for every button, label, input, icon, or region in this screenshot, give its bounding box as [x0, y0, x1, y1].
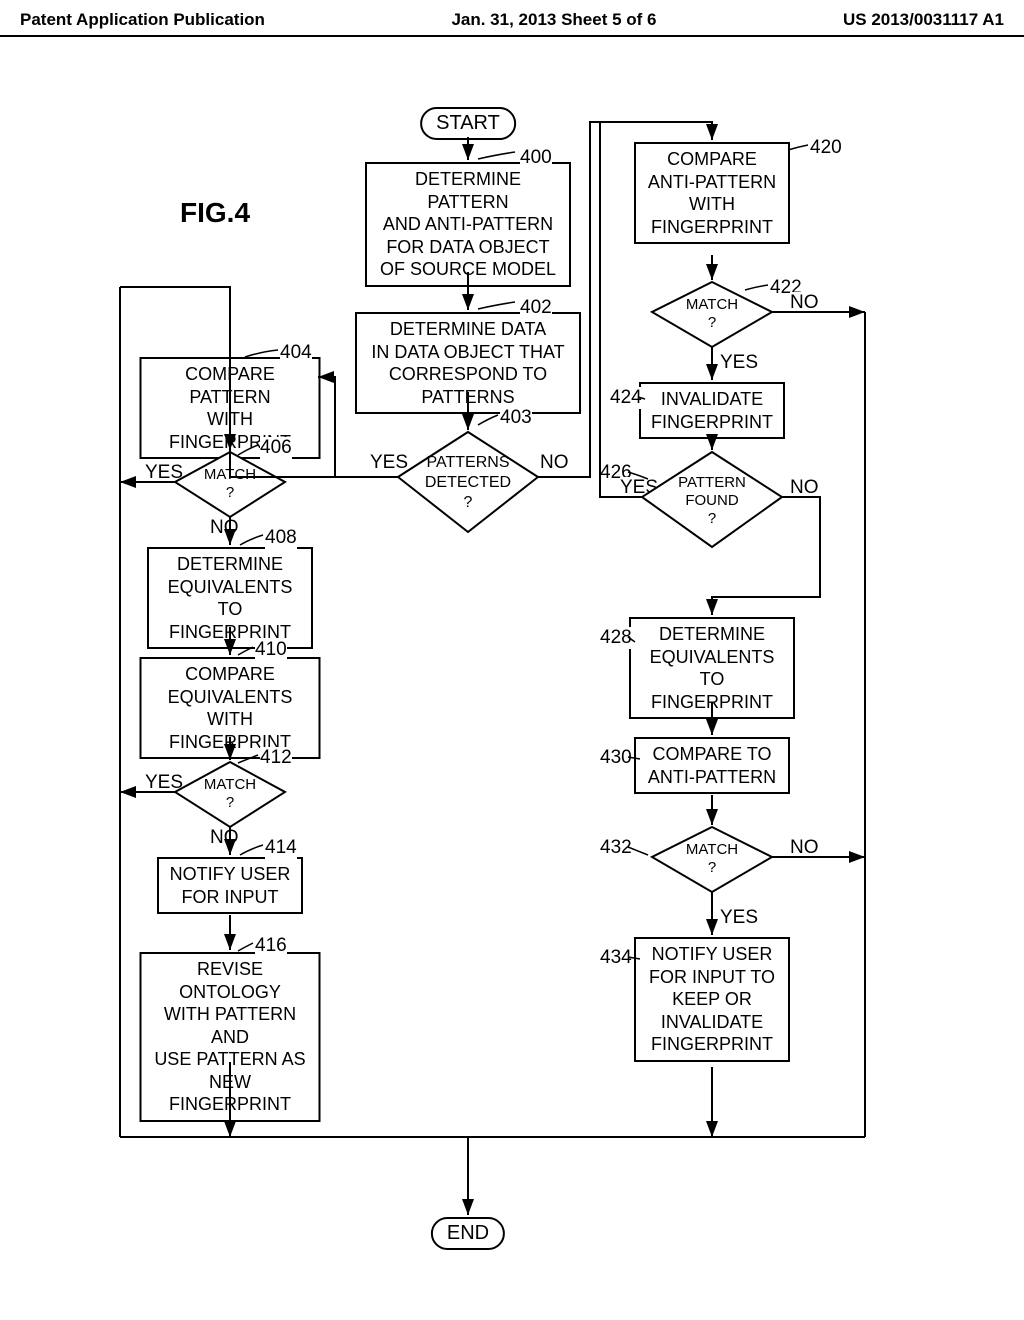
ref-424: 424	[610, 387, 642, 409]
svg-text:?: ?	[708, 314, 716, 331]
branch-406-no: NO	[210, 517, 239, 539]
svg-text:?: ?	[226, 484, 234, 501]
page-header: Patent Application Publication Jan. 31, …	[0, 0, 1024, 37]
header-right: US 2013/0031117 A1	[843, 10, 1004, 30]
svg-text:FOUND: FOUND	[685, 492, 738, 509]
ref-430: 430	[600, 747, 632, 769]
box-400: DETERMINE PATTERNAND ANTI-PATTERNFOR DAT…	[365, 162, 571, 287]
box-424: INVALIDATEFINGERPRINT	[639, 382, 785, 439]
box-414: NOTIFY USERFOR INPUT	[157, 857, 303, 914]
branch-406-yes: YES	[145, 462, 183, 484]
box-402: DETERMINE DATAIN DATA OBJECT THATCORRESP…	[355, 312, 581, 414]
ref-412: 412	[260, 747, 292, 769]
diagram-canvas: FIG.4 START END DETERMINE PATTERNAND ANT…	[0, 37, 1024, 1277]
box-404: COMPARE PATTERNWITH FINGERPRINT	[140, 357, 321, 459]
svg-text:DETECTED: DETECTED	[425, 474, 511, 491]
branch-403-no: NO	[540, 452, 569, 474]
terminal-start: START	[420, 107, 516, 140]
ref-420: 420	[810, 137, 842, 159]
svg-text:MATCH: MATCH	[204, 776, 256, 793]
svg-text:MATCH: MATCH	[686, 296, 738, 313]
ref-434: 434	[600, 947, 632, 969]
box-428: DETERMINEEQUIVALENTSTO FINGERPRINT	[629, 617, 795, 719]
box-408-text: DETERMINEEQUIVALENTSTO FINGERPRINT	[168, 554, 293, 642]
svg-text:MATCH: MATCH	[204, 466, 256, 483]
box-434: NOTIFY USERFOR INPUT TOKEEP ORINVALIDATE…	[634, 937, 790, 1062]
ref-432: 432	[600, 837, 632, 859]
box-414-text: NOTIFY USERFOR INPUT	[170, 864, 291, 907]
diamond-426: PATTERN FOUND ?	[642, 452, 782, 547]
diamond-403: PATTERNS DETECTED ?	[398, 432, 538, 532]
diamond-412: MATCH ?	[175, 762, 285, 827]
header-left: Patent Application Publication	[20, 10, 265, 30]
terminal-end: END	[431, 1217, 505, 1250]
box-434-text: NOTIFY USERFOR INPUT TOKEEP ORINVALIDATE…	[649, 944, 775, 1054]
ref-428: 428	[600, 627, 632, 649]
branch-432-no: NO	[790, 837, 819, 859]
diamond-406: MATCH ?	[175, 452, 285, 517]
branch-403-yes: YES	[370, 452, 408, 474]
ref-410: 410	[255, 639, 287, 661]
svg-text:?: ?	[708, 859, 716, 876]
branch-426-no: NO	[790, 477, 819, 499]
box-430-text: COMPARE TOANTI-PATTERN	[648, 744, 776, 787]
ref-404: 404	[280, 342, 312, 364]
svg-text:PATTERN: PATTERN	[678, 474, 746, 491]
box-420-text: COMPAREANTI-PATTERNWITHFINGERPRINT	[648, 149, 776, 237]
branch-426-yes: YES	[620, 477, 658, 499]
box-416-text: REVISE ONTOLOGYWITH PATTERN ANDUSE PATTE…	[154, 959, 305, 1114]
box-410: COMPAREEQUIVALENTSWITH FINGERPRINT	[140, 657, 321, 759]
ref-406: 406	[260, 437, 292, 459]
diamond-432: MATCH ?	[652, 827, 772, 892]
box-410-text: COMPAREEQUIVALENTSWITH FINGERPRINT	[168, 664, 293, 752]
branch-412-no: NO	[210, 827, 239, 849]
svg-text:?: ?	[708, 510, 716, 527]
branch-422-no: NO	[790, 292, 819, 314]
ref-402: 402	[520, 297, 552, 319]
box-402-text: DETERMINE DATAIN DATA OBJECT THATCORRESP…	[371, 319, 564, 407]
branch-422-yes: YES	[720, 352, 758, 374]
ref-403: 403	[500, 407, 532, 429]
box-424-text: INVALIDATEFINGERPRINT	[651, 389, 773, 432]
ref-400: 400	[520, 147, 552, 169]
svg-text:?: ?	[226, 794, 234, 811]
diamond-422: MATCH ?	[652, 282, 772, 347]
box-416: REVISE ONTOLOGYWITH PATTERN ANDUSE PATTE…	[140, 952, 321, 1122]
ref-416: 416	[255, 935, 287, 957]
svg-text:PATTERNS: PATTERNS	[427, 454, 510, 471]
box-430: COMPARE TOANTI-PATTERN	[634, 737, 790, 794]
svg-text:MATCH: MATCH	[686, 841, 738, 858]
ref-414: 414	[265, 837, 297, 859]
box-400-text: DETERMINE PATTERNAND ANTI-PATTERNFOR DAT…	[380, 169, 556, 279]
branch-412-yes: YES	[145, 772, 183, 794]
box-428-text: DETERMINEEQUIVALENTSTO FINGERPRINT	[650, 624, 775, 712]
figure-label: FIG.4	[180, 197, 250, 229]
box-420: COMPAREANTI-PATTERNWITHFINGERPRINT	[634, 142, 790, 244]
box-408: DETERMINEEQUIVALENTSTO FINGERPRINT	[147, 547, 313, 649]
branch-432-yes: YES	[720, 907, 758, 929]
header-center: Jan. 31, 2013 Sheet 5 of 6	[451, 10, 656, 30]
svg-text:?: ?	[464, 494, 473, 511]
ref-408: 408	[265, 527, 297, 549]
